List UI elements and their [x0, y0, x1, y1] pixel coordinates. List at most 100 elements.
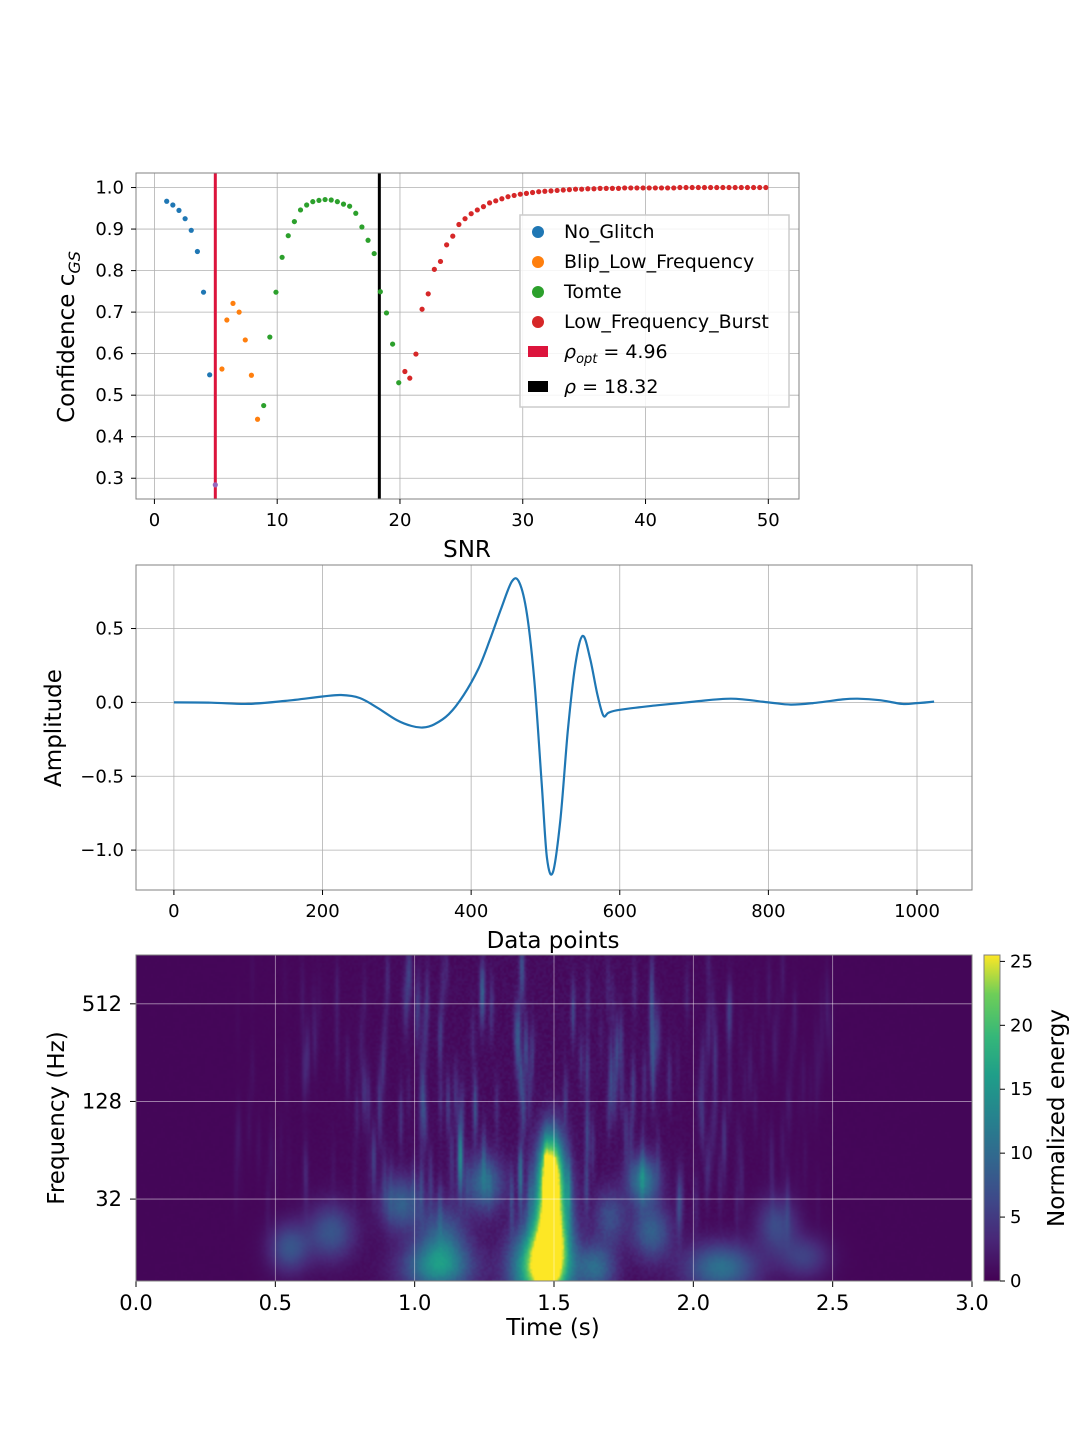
scatter-point-low-frequency-burst	[456, 221, 462, 228]
legend-swatch-rho-opt	[528, 346, 548, 357]
scatter-point-blip-low-frequency	[236, 309, 242, 315]
scatter-point-tomte	[390, 341, 396, 347]
data-points-tick-label: 800	[751, 901, 785, 922]
scatter-point-blip-low-frequency	[224, 317, 230, 323]
confidence-scatter-panel: 0 10 20 30 40 50 0.3 0.4 0.5 0.6 0.7 0.8 0.9 1.0 SNR…	[54, 172, 800, 563]
scatter-point-tomte	[334, 199, 340, 205]
scatter-point-low-frequency-burst	[419, 306, 425, 312]
scatter-point-low-frequency-burst	[579, 186, 585, 192]
scatter-point-tomte	[371, 250, 377, 257]
scatter-point-low-frequency-burst	[695, 184, 701, 191]
scatter-point-low-frequency-burst	[634, 185, 640, 191]
snr-tick-label: 0	[149, 510, 160, 531]
confidence-legend: No_Glitch Blip_Low_Frequency Tomte Low_F…	[519, 214, 790, 408]
scatter-point-tomte	[267, 334, 273, 340]
confidence-tick-label: 1.0	[95, 178, 124, 199]
scatter-point-low-frequency-burst	[554, 187, 560, 194]
waveform-plot-frame	[135, 564, 973, 891]
scatter-point-low-frequency-burst	[726, 184, 732, 191]
scatter-point-tomte	[285, 233, 291, 239]
scatter-point-low-frequency-burst	[529, 189, 536, 196]
scatter-point-low-frequency-burst	[750, 184, 757, 191]
legend-marker-tomte	[532, 286, 544, 298]
scatter-point	[212, 482, 218, 488]
scatter-point-low-frequency-burst	[407, 375, 413, 381]
legend-marker-no-glitch	[532, 226, 544, 238]
snr-axis-label: SNR	[443, 537, 491, 563]
scatter-point-low-frequency-burst	[425, 291, 431, 297]
scatter-point-low-frequency-burst	[646, 185, 652, 191]
scatter-point-blip-low-frequency	[242, 337, 248, 343]
confidence-tick-label: 0.6	[95, 344, 124, 365]
scatter-point-low-frequency-burst	[763, 184, 769, 191]
scatter-point-tomte	[310, 199, 316, 205]
waveform-line	[173, 577, 935, 876]
snr-tick-label: 40	[634, 510, 657, 531]
time-tick-label: 0.0	[119, 1291, 152, 1315]
data-points-tick-label: 400	[454, 901, 488, 922]
snr-tick-label: 20	[389, 510, 412, 531]
scatter-point-low-frequency-burst	[585, 186, 591, 192]
colorbar-tick-label: 20	[1010, 1015, 1033, 1036]
colorbar: 0 5 10 15 20 25 Normalized energy	[983, 951, 1070, 1292]
scatter-point-no-glitch	[194, 248, 200, 255]
confidence-tick-label: 0.5	[95, 385, 124, 406]
scatter-point-tomte	[359, 224, 365, 230]
amplitude-tick-label: 0.5	[95, 619, 124, 640]
data-points-axis-label: Data points	[487, 928, 620, 954]
scatter-point-tomte	[279, 254, 285, 260]
time-tick-label: 1.5	[537, 1291, 570, 1315]
colorbar-tick-label: 10	[1010, 1143, 1033, 1164]
scatter-point-low-frequency-burst	[744, 184, 751, 191]
scatter-point-tomte	[340, 201, 347, 207]
scatter-point-low-frequency-burst	[591, 186, 597, 192]
scatter-point-tomte	[261, 402, 267, 409]
scatter-point-no-glitch	[164, 198, 170, 204]
scatter-point-low-frequency-burst	[677, 184, 683, 191]
scatter-point-tomte	[328, 197, 334, 203]
legend-marker-blip-low-frequency	[532, 256, 544, 268]
scatter-point-low-frequency-burst	[402, 368, 408, 375]
colorbar-tick-label: 25	[1010, 951, 1033, 972]
scatter-point-low-frequency-burst	[738, 184, 744, 191]
legend-label-rho: ρ = 18.32	[564, 376, 658, 398]
colorbar-tick-label: 15	[1010, 1079, 1033, 1100]
scatter-point-tomte	[322, 196, 328, 203]
legend-marker-low-frequency-burst	[532, 316, 544, 328]
scatter-point-no-glitch	[188, 227, 194, 233]
scatter-point-tomte	[347, 203, 353, 209]
legend-label-no-glitch: No_Glitch	[564, 221, 655, 243]
snr-tick-label: 10	[266, 510, 289, 531]
scatter-point-tomte	[383, 310, 390, 316]
frequency-tick-label: 32	[95, 1187, 122, 1211]
scatter-point-low-frequency-burst	[615, 185, 622, 191]
data-points-tick-label: 1000	[894, 901, 940, 922]
scatter-point-low-frequency-burst	[714, 184, 720, 191]
confidence-tick-label: 0.7	[95, 302, 124, 323]
colorbar-tick-label: 5	[1010, 1207, 1021, 1228]
scatter-point-low-frequency-burst	[597, 185, 603, 191]
waveform-panel: 0 200 400 600 800 1000 −1.0 −0.5 0.0 0.5 Data po…	[41, 564, 973, 954]
scatter-point-low-frequency-burst	[511, 192, 517, 199]
scatter-point-low-frequency-burst	[560, 187, 566, 193]
legend-box	[519, 214, 790, 408]
frequency-axis-label: Frequency (Hz)	[44, 1031, 70, 1204]
scatter-point-low-frequency-burst	[665, 185, 671, 191]
scatter-point-low-frequency-burst	[689, 184, 695, 191]
scatter-point-low-frequency-burst	[468, 211, 474, 217]
scatter-point-low-frequency-burst	[437, 258, 444, 265]
confidence-tick-label: 0.4	[95, 427, 124, 448]
amplitude-tick-label: 0.0	[95, 692, 124, 713]
scatter-point-tomte	[291, 218, 297, 225]
time-tick-label: 1.0	[398, 1291, 431, 1315]
legend-swatch-rho	[528, 381, 548, 392]
snr-tick-label: 30	[511, 510, 534, 531]
legend-label-tomte: Tomte	[563, 281, 622, 303]
scatter-point-low-frequency-burst	[603, 185, 609, 191]
scatter-point-blip-low-frequency	[254, 416, 261, 422]
time-tick-label: 3.0	[955, 1291, 988, 1315]
scatter-point-blip-low-frequency	[219, 366, 225, 372]
amplitude-axis-label: Amplitude	[41, 669, 67, 787]
scatter-point-low-frequency-burst	[652, 185, 658, 191]
